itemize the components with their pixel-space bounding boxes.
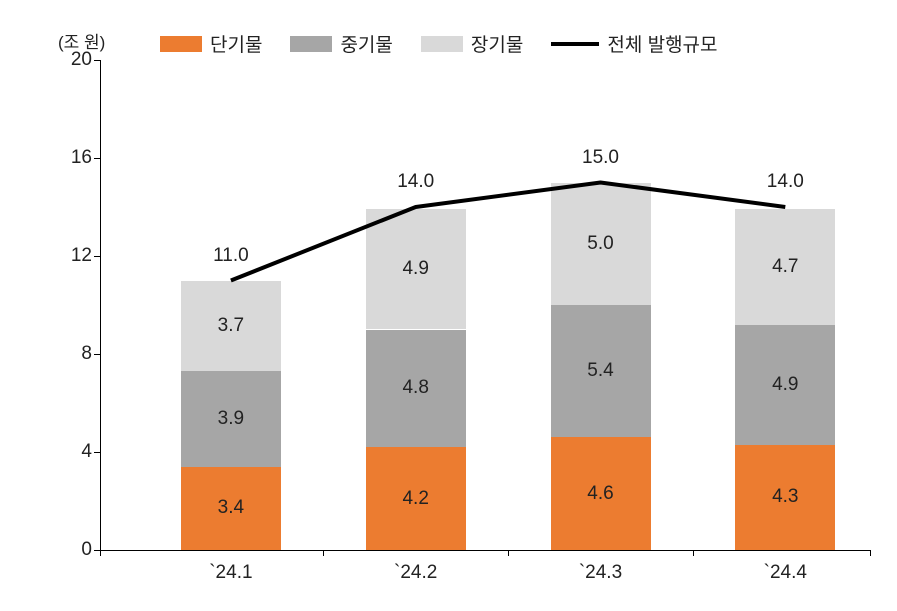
- x-tick-label: `24.1: [209, 562, 252, 584]
- y-tick-mark: [94, 256, 100, 257]
- bar-value-label: 4.9: [402, 258, 428, 280]
- legend-swatch: [160, 36, 202, 52]
- bar-value-label: 4.7: [772, 256, 798, 278]
- bar-value-label: 5.4: [587, 360, 613, 382]
- bar-value-label: 4.6: [587, 483, 613, 505]
- x-tick-mark: [508, 550, 509, 556]
- bar-value-label: 4.8: [402, 377, 428, 399]
- legend-item: 전체 발행규모: [551, 30, 717, 57]
- x-tick-mark: [870, 550, 871, 556]
- legend-item: 중기물: [290, 30, 392, 57]
- legend-swatch: [421, 36, 463, 52]
- line-value-label: 14.0: [397, 171, 434, 193]
- chart-container: (조 원) 단기물중기물장기물전체 발행규모 048121620`24.1`24…: [0, 0, 897, 611]
- bar-value-label: 3.7: [218, 315, 244, 337]
- bar-value-label: 4.2: [402, 488, 428, 510]
- y-tick-label: 8: [81, 343, 92, 365]
- y-tick-mark: [94, 60, 100, 61]
- legend-label: 장기물: [471, 30, 523, 57]
- line-value-label: 14.0: [767, 171, 804, 193]
- bar-value-label: 3.9: [218, 408, 244, 430]
- y-tick-label: 12: [71, 245, 92, 267]
- x-tick-mark: [100, 550, 101, 556]
- y-tick-label: 4: [81, 441, 92, 463]
- line-series-path: [231, 183, 785, 281]
- x-axis-line: [100, 550, 870, 551]
- x-tick-mark: [693, 550, 694, 556]
- legend: 단기물 중기물 장기물 전체 발행규모: [160, 30, 718, 57]
- y-tick-mark: [94, 158, 100, 159]
- bar-value-label: 4.9: [772, 374, 798, 396]
- y-tick-label: 0: [81, 539, 92, 561]
- line-value-label: 11.0: [213, 245, 249, 267]
- legend-line-swatch: [551, 42, 599, 46]
- legend-label: 중기물: [340, 30, 392, 57]
- y-axis-line: [100, 60, 101, 550]
- legend-label: 단기물: [210, 30, 262, 57]
- y-tick-mark: [94, 452, 100, 453]
- legend-item: 단기물: [160, 30, 262, 57]
- bar-value-label: 4.3: [772, 486, 798, 508]
- x-tick-label: `24.2: [394, 562, 437, 584]
- x-tick-label: `24.4: [764, 562, 807, 584]
- y-tick-label: 16: [71, 147, 92, 169]
- legend-item: 장기물: [421, 30, 523, 57]
- x-tick-label: `24.3: [579, 562, 622, 584]
- legend-swatch: [290, 36, 332, 52]
- line-value-label: 15.0: [582, 147, 619, 169]
- bar-value-label: 5.0: [587, 233, 613, 255]
- bar-value-label: 3.4: [218, 497, 244, 519]
- x-tick-mark: [323, 550, 324, 556]
- legend-label: 전체 발행규모: [607, 30, 717, 57]
- y-tick-mark: [94, 354, 100, 355]
- y-tick-label: 20: [71, 49, 92, 71]
